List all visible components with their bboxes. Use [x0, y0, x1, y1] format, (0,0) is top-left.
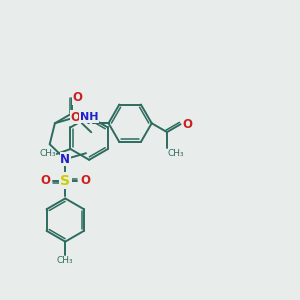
Text: NH: NH [80, 112, 98, 122]
Text: O: O [183, 118, 193, 131]
Text: N: N [60, 153, 70, 166]
Text: O: O [80, 174, 90, 187]
Text: CH₃: CH₃ [57, 256, 74, 265]
Text: S: S [60, 174, 70, 188]
Text: O: O [70, 111, 81, 124]
Text: CH₃: CH₃ [168, 149, 184, 158]
Text: CH₃: CH₃ [39, 149, 56, 158]
Text: O: O [73, 91, 83, 104]
Text: O: O [40, 174, 50, 187]
